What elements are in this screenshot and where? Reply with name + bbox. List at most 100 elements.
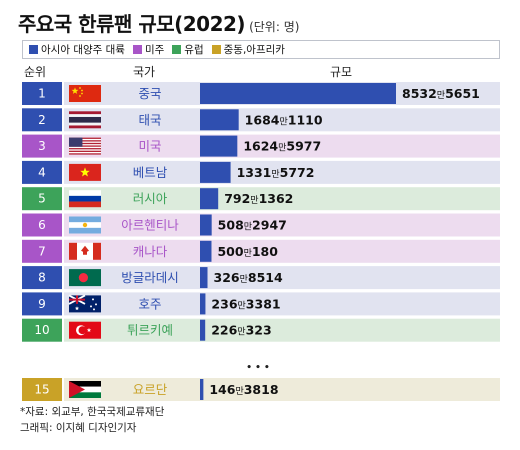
legend-swatch xyxy=(29,45,38,54)
rank-cell xyxy=(22,239,62,263)
row-band xyxy=(64,160,500,184)
table-row: 10 튀르키예 226만323 xyxy=(22,318,500,342)
row-band xyxy=(64,378,500,401)
rank-cell xyxy=(22,108,62,132)
value-label: 1684만1110 xyxy=(245,112,323,127)
legend-item: 중동,아프리카 xyxy=(211,42,285,57)
value-label: 1624만5977 xyxy=(243,139,321,154)
rank-cell xyxy=(22,292,62,316)
rank-cell xyxy=(22,318,62,342)
country-label: 호주 xyxy=(138,296,161,311)
country-label: 요르단 xyxy=(133,382,168,397)
argentina-flag-icon xyxy=(69,216,101,234)
title-row: 주요국 한류팬 규모(2022) (단위: 명) xyxy=(18,8,299,37)
table-row: 3 미국 1624만5977 xyxy=(22,134,500,158)
country-label: 아르헨티나 xyxy=(121,218,179,233)
rank-cell xyxy=(22,160,62,184)
row-band xyxy=(64,187,500,211)
rank-label: 8 xyxy=(38,271,46,285)
legend-item: 아시아 대양주 대륙 xyxy=(29,42,125,57)
table-row: 7 캐나다 500만180 xyxy=(22,239,500,263)
country-label: 캐나다 xyxy=(133,244,168,259)
rank-label: 1 xyxy=(38,87,46,101)
value-label: 8532만5651 xyxy=(402,86,480,101)
bar xyxy=(200,267,208,289)
table-row: 8 방글라데시 326만8514 xyxy=(22,266,500,290)
thailand-flag-icon xyxy=(69,111,101,129)
legend-swatch xyxy=(132,45,142,54)
table-row: 6 아르헨티나 508만2947 xyxy=(22,213,500,237)
legend-label: 유럽 xyxy=(184,44,204,56)
country-label: 미국 xyxy=(138,139,161,154)
table-row: 1 중국 8532만5651 xyxy=(22,82,500,105)
bar xyxy=(200,83,396,104)
chart-title: 주요국 한류팬 규모(2022) xyxy=(18,12,246,36)
footer: *자료: 외교부, 한국국제교류재단 그래픽: 이지혜 디자인기자 xyxy=(20,404,164,436)
legend-label: 아시아 대양주 대륙 xyxy=(41,44,125,56)
row-band xyxy=(64,266,500,290)
legend-swatch xyxy=(172,45,182,54)
rank-label: 3 xyxy=(38,139,46,153)
row-band xyxy=(64,239,500,263)
rank-cell xyxy=(22,82,62,105)
canada-flag-icon xyxy=(69,242,101,260)
value-label: 226만323 xyxy=(211,323,271,338)
bar xyxy=(200,135,238,157)
table-row: 2 태국 1684만1110 xyxy=(22,108,500,132)
rank-label: 10 xyxy=(34,323,49,337)
row-band xyxy=(64,318,500,342)
ellipsis: • • • xyxy=(246,363,270,373)
table-row: 4 베트남 1331만5772 xyxy=(22,160,500,184)
value-label: 792만1362 xyxy=(224,191,293,206)
row-band xyxy=(64,213,500,237)
rank-cell xyxy=(22,187,62,211)
legend: 아시아 대양주 대륙 미주 유럽 중동,아프리카 xyxy=(22,40,500,59)
table-row: 5 러시아 792만1362 xyxy=(22,187,500,211)
value-label: 146만3818 xyxy=(209,382,278,397)
bar xyxy=(200,214,212,236)
header-rank: 순위 xyxy=(24,65,47,79)
bar xyxy=(200,379,204,400)
chart-svg: 1 중국 8532만5651 2 태국 1684만1110 3 미국 1624만5977 4 베트남… xyxy=(22,82,500,401)
legend-swatch xyxy=(211,45,221,54)
rank-label: 5 xyxy=(38,192,46,206)
row-band xyxy=(64,134,500,158)
bar xyxy=(200,161,231,183)
usa-flag-icon xyxy=(69,137,101,155)
row-band xyxy=(64,292,500,316)
bar xyxy=(200,319,206,341)
rank-cell xyxy=(22,378,62,401)
legend-label: 미주 xyxy=(144,44,165,56)
value-label: 326만8514 xyxy=(214,270,283,285)
table-row: 15 요르단 146만3818 xyxy=(22,378,500,401)
value-label: 236만3381 xyxy=(211,296,280,311)
bar xyxy=(200,240,212,262)
rank-label: 15 xyxy=(34,383,49,397)
rank-cell xyxy=(22,266,62,290)
russia-flag-icon xyxy=(69,190,101,208)
header-country: 국가 xyxy=(133,65,156,79)
rank-label: 7 xyxy=(38,244,46,258)
country-label: 중국 xyxy=(138,86,161,101)
bar xyxy=(200,109,239,131)
country-label: 튀르키예 xyxy=(127,323,173,338)
vietnam-flag-icon xyxy=(69,163,101,181)
rank-label: 4 xyxy=(38,165,46,179)
country-label: 태국 xyxy=(138,112,161,127)
bar xyxy=(200,293,206,315)
jordan-flag-icon xyxy=(69,381,101,398)
rank-label: 2 xyxy=(38,113,46,127)
rank-label: 9 xyxy=(38,297,46,311)
value-label: 508만2947 xyxy=(218,218,287,233)
rank-cell xyxy=(22,134,62,158)
legend-item: 유럽 xyxy=(172,42,204,57)
source-note: *자료: 외교부, 한국국제교류재단 xyxy=(20,406,165,418)
header-scale: 규모 xyxy=(330,65,353,79)
legend-label: 중동,아프리카 xyxy=(223,44,285,56)
credit-note: 그래픽: 이지혜 디자인기자 xyxy=(20,422,137,434)
bangladesh-flag-icon xyxy=(69,269,101,287)
turkey-flag-icon xyxy=(69,321,101,339)
country-label: 베트남 xyxy=(133,165,168,180)
rank-cell xyxy=(22,213,62,237)
china-flag-icon xyxy=(69,85,101,102)
